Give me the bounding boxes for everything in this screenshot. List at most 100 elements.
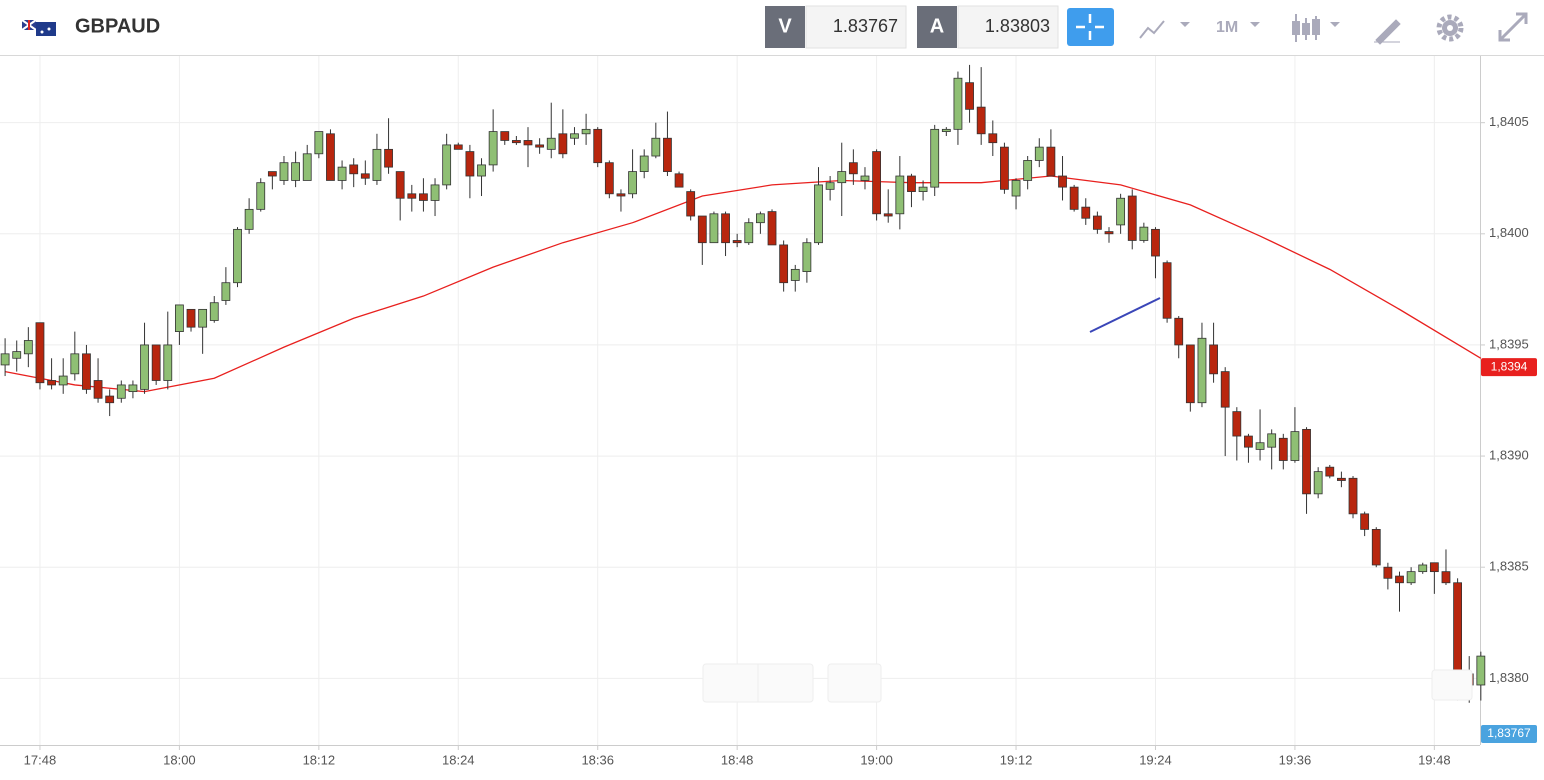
candle-body [1406, 571, 1416, 584]
candle-body [651, 137, 661, 157]
price-tag [1481, 725, 1537, 743]
bid-label: V [778, 15, 792, 37]
candle-body [628, 171, 637, 195]
plot [0, 64, 1486, 703]
candle-body [511, 140, 521, 144]
candle-body [1441, 571, 1451, 584]
labels: 1,8380 1,8385 1,8390 1,8395 1,8400 1,8405 17:4… [24, 114, 1537, 767]
y-tick-label: 1,8380 [1489, 670, 1529, 685]
ask-button[interactable] [917, 6, 957, 48]
candle-body [848, 162, 858, 175]
candle-body [233, 228, 242, 284]
candle-body [965, 82, 974, 110]
candle-body [35, 322, 45, 384]
candle-body [1232, 411, 1242, 437]
candle-body [1023, 160, 1033, 181]
candle-body [930, 128, 940, 188]
candle-body [593, 128, 603, 164]
candle-body [1185, 344, 1195, 404]
candle-body [697, 215, 707, 244]
candle-body [721, 213, 730, 244]
candle-body [1220, 371, 1230, 408]
x-tick-label: 18:12 [303, 752, 336, 767]
candle-body [163, 344, 173, 381]
candle-body [1104, 231, 1114, 235]
candle-body [1267, 433, 1277, 448]
draw-button[interactable] [1374, 19, 1401, 45]
candle-body [384, 148, 393, 168]
candle-body [814, 184, 823, 244]
candle-body [47, 380, 56, 386]
candle-body [291, 162, 301, 181]
candle-body [756, 213, 765, 224]
candle-body [1383, 566, 1393, 579]
candle-body [1360, 513, 1370, 530]
x-tick-label: 19:00 [860, 752, 893, 767]
candle-body [1011, 180, 1021, 197]
candle-body [907, 175, 916, 192]
candle-body [790, 268, 800, 281]
moving-average [4, 175, 1482, 393]
chart-type-button[interactable] [1139, 20, 1190, 39]
fullscreen-button[interactable] [1498, 12, 1528, 42]
candle-body [1081, 206, 1091, 219]
candle-body [488, 131, 498, 166]
candle-body [744, 222, 754, 244]
x-tick-label: 18:24 [442, 752, 475, 767]
candle-body [395, 171, 405, 199]
candle-body [1429, 562, 1439, 573]
flag [21, 19, 56, 36]
candle-body [1302, 428, 1311, 495]
candle-body [860, 175, 870, 181]
candle-body [837, 171, 847, 184]
x-tick-label: 19:48 [1418, 752, 1451, 767]
candle-body [198, 308, 208, 328]
candle-body [535, 144, 545, 148]
candle-body [558, 133, 568, 155]
candle-body [1278, 437, 1288, 461]
candle-body [1058, 175, 1067, 188]
candle-body [1139, 226, 1149, 241]
candle-body [604, 162, 614, 195]
bid-button[interactable] [765, 6, 805, 48]
candle-body [686, 191, 696, 217]
candle-body [674, 173, 684, 188]
candle-body [70, 353, 80, 375]
reset-button[interactable] [827, 663, 882, 703]
crosshair-button[interactable] [1067, 8, 1114, 46]
candle-body [1244, 435, 1253, 448]
candle-body [360, 173, 370, 179]
candle-body [337, 166, 347, 181]
candle-body [953, 77, 963, 130]
symbol: GBPAUD [75, 15, 160, 37]
candle-body [709, 213, 719, 244]
candle-body [616, 193, 626, 197]
x-tick-label: 19:24 [1139, 752, 1172, 767]
candle-body [767, 211, 777, 246]
candle-body [82, 353, 91, 390]
candle-button[interactable] [1292, 14, 1340, 42]
candle-body [802, 242, 812, 272]
candle-body [1395, 575, 1404, 584]
y-tick-label: 1,8390 [1489, 448, 1529, 463]
candle-body [546, 137, 556, 150]
price-tag-label: 1,83767 [1487, 726, 1531, 740]
scroll-button[interactable] [1431, 669, 1473, 701]
candle-body [12, 351, 22, 359]
candle-body [244, 208, 254, 230]
candle-body [174, 304, 184, 333]
candle-body [1418, 564, 1428, 573]
candle-body [1325, 466, 1335, 477]
candle-body [825, 182, 835, 190]
candle-body [941, 128, 951, 132]
settings-button[interactable] [1436, 14, 1464, 42]
candle-body [0, 353, 10, 366]
candle-body [302, 153, 312, 181]
trend-line [1089, 297, 1161, 333]
timeframe[interactable]: 1M [1216, 19, 1238, 36]
candle-body [500, 131, 510, 141]
candle-body [477, 164, 486, 177]
candle-body [1476, 655, 1486, 686]
candle-body [1371, 529, 1381, 566]
